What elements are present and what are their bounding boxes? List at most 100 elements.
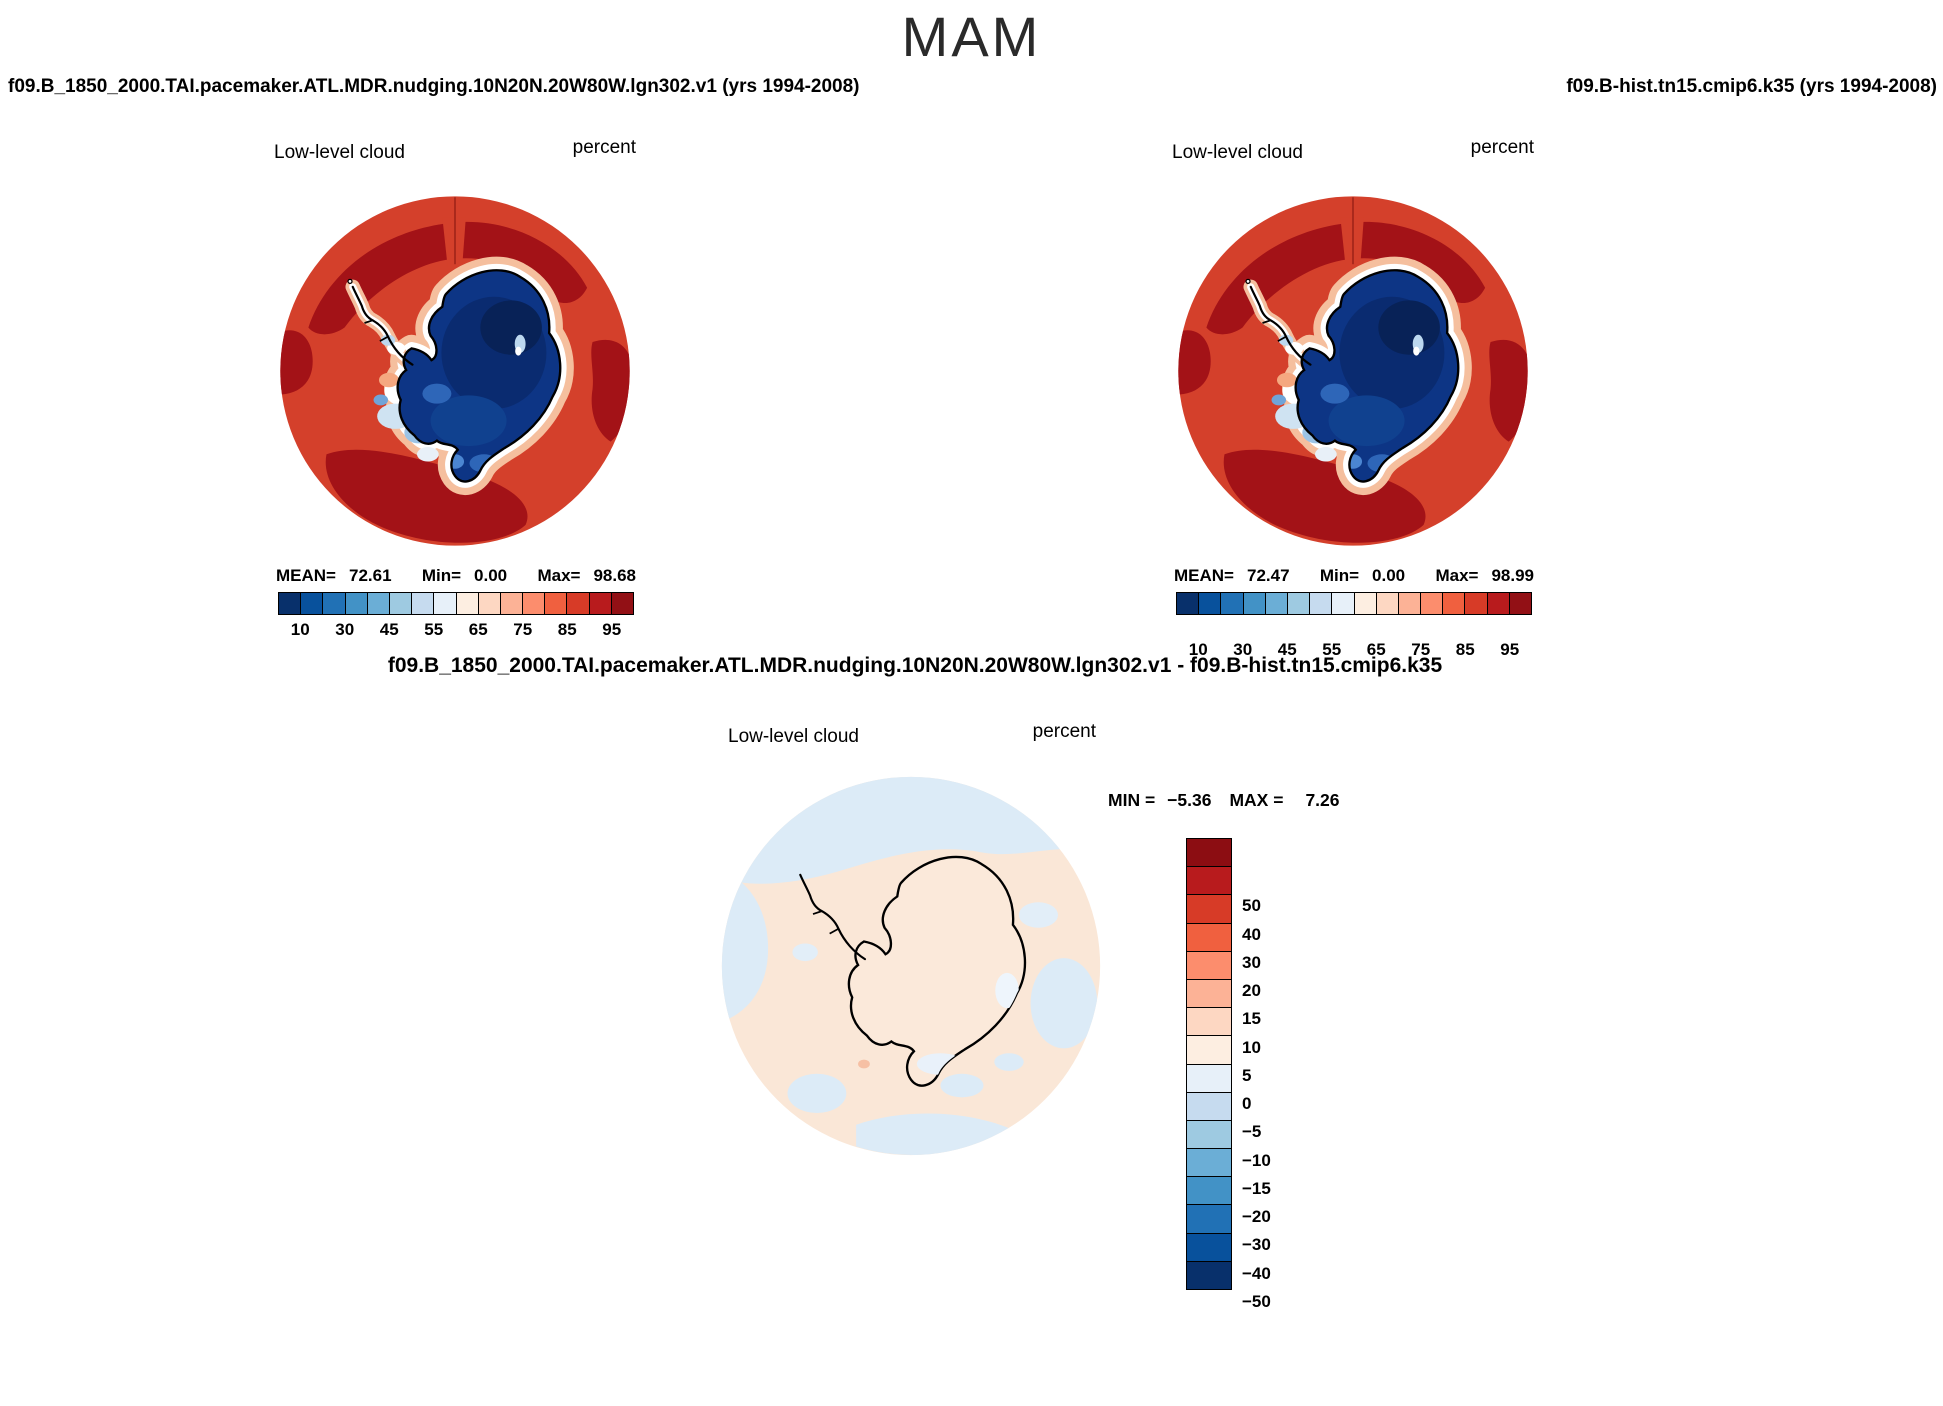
colorbar-tick: −15 (1242, 1178, 1271, 1198)
units-label: percent (1032, 721, 1096, 742)
colorbar-cell (1176, 592, 1200, 615)
max-value: 98.68 (593, 566, 636, 585)
colorbar-cell (300, 592, 324, 615)
colorbar-tick: 5 (1242, 1065, 1252, 1085)
colorbar-cell (1331, 592, 1355, 615)
colorbar-ticks-diff: 50 40 30 20 15 10 5 0 −5 −10 −15 −20 −30 −40 −50 (1242, 878, 1312, 1330)
colorbar-tick: 30 (1242, 952, 1261, 972)
colorbar-cell (1186, 1091, 1232, 1121)
colorbar-tick: 65 (468, 620, 488, 639)
diff-minmax: MIN = −5.36 MAX = 7.26 (1108, 790, 1340, 811)
panel-labels-left: Low-level cloud percent (274, 137, 636, 164)
colorbar-tick: 95 (602, 620, 622, 639)
colorbar-tick: 85 (1455, 640, 1475, 659)
colorbar-tick: −10 (1242, 1150, 1271, 1170)
colorbar-cell (1186, 894, 1232, 924)
colorbar-right (1176, 592, 1532, 615)
case-header-right: f09.B-hist.tn15.cmip6.k35 (yrs 1994-2008… (1566, 76, 1937, 97)
max-label: Max= (537, 566, 581, 585)
units-label: percent (1470, 137, 1534, 158)
colorbar-cell (1186, 1204, 1232, 1234)
colorbar-ticks-right: 10 30 45 55 65 75 85 95 (1176, 640, 1532, 660)
colorbar-cell (278, 592, 302, 615)
colorbar-tick: 30 (335, 620, 355, 639)
panel-labels-right: Low-level cloud percent (1172, 137, 1534, 164)
polar-map-case (274, 190, 636, 552)
colorbar-ticks-left: 10 30 45 55 65 75 85 95 (278, 620, 634, 640)
max-label: Max= (1435, 566, 1479, 585)
colorbar-cell (1186, 1035, 1232, 1065)
mean-label: MEAN= (1174, 566, 1234, 585)
colorbar-tick: 0 (1242, 1094, 1252, 1113)
colorbar-cell (477, 592, 501, 615)
colorbar-tick: 65 (1366, 640, 1386, 659)
colorbar-cell (366, 592, 390, 615)
colorbar-cell (1309, 592, 1333, 615)
min-value: −5.36 (1167, 790, 1212, 810)
colorbar-cell (1186, 1007, 1232, 1037)
colorbar-tick: 40 (1242, 924, 1261, 944)
colorbar-tick: 20 (1242, 981, 1261, 1000)
colorbar-tick: −5 (1242, 1122, 1262, 1142)
south-polar-cloud-map (1172, 190, 1534, 552)
colorbar-cell (1508, 592, 1532, 615)
colorbar-tick: −30 (1242, 1235, 1271, 1255)
colorbar-cell (1220, 592, 1244, 615)
colorbar-tick: 45 (1277, 640, 1297, 659)
difference-title: f09.B_1850_2000.TAI.pacemaker.ATL.MDR.nu… (387, 654, 1443, 677)
min-label: MIN = (1108, 790, 1156, 810)
colorbar-cell (1186, 1260, 1232, 1290)
colorbar-cell (1186, 1176, 1232, 1206)
polar-map-difference (715, 770, 1107, 1162)
colorbar-cell (388, 592, 413, 615)
case-header-left: f09.B_1850_2000.TAI.pacemaker.ATL.MDR.nu… (8, 76, 860, 97)
colorbar-cell (499, 592, 524, 615)
max-value: 98.99 (1491, 566, 1534, 585)
colorbar-cell (1186, 922, 1232, 952)
colorbar-cell (1242, 592, 1266, 615)
colorbar-cell (1286, 592, 1311, 615)
colorbar-cell (344, 592, 368, 615)
colorbar-tick: 95 (1500, 640, 1520, 659)
colorbar-cell (433, 592, 457, 615)
colorbar-tick: −50 (1242, 1291, 1271, 1311)
min-label: Min= (421, 566, 462, 585)
colorbar-cell (1186, 1063, 1232, 1093)
colorbar-cell (1186, 1232, 1232, 1262)
colorbar-tick: 10 (290, 620, 310, 639)
colorbar-cell (1375, 592, 1399, 615)
colorbar-cell (1420, 592, 1444, 615)
polar-map-reference (1172, 190, 1534, 552)
colorbar-tick: 30 (1233, 640, 1253, 659)
colorbar-cell (588, 592, 612, 615)
stats-right: MEAN= 72.47 Min= 0.00 Max= 98.99 (1174, 566, 1534, 586)
colorbar-cell (1186, 978, 1232, 1009)
max-label: MAX = (1229, 790, 1284, 810)
south-polar-cloud-map (274, 190, 636, 552)
colorbar-diff (1186, 838, 1233, 1290)
colorbar-cell (544, 592, 568, 615)
colorbar-cell (1186, 1148, 1232, 1178)
field-label: Low-level cloud (728, 726, 859, 747)
max-value: 7.26 (1305, 790, 1340, 810)
colorbar-cell (1397, 592, 1422, 615)
season-title: MAM (901, 5, 1042, 68)
mean-label: MEAN= (276, 566, 336, 585)
stats-left: MEAN= 72.61 Min= 0.00 Max= 98.68 (276, 566, 636, 586)
colorbar-cell (1198, 592, 1222, 615)
colorbar-left (278, 592, 634, 615)
colorbar-cell (1442, 592, 1466, 615)
field-label: Low-level cloud (1172, 142, 1303, 163)
colorbar-tick: 45 (379, 620, 399, 639)
mean-value: 72.47 (1246, 566, 1290, 585)
colorbar-cell (1264, 592, 1288, 615)
min-value: 0.00 (1372, 566, 1406, 585)
colorbar-cell (1464, 592, 1488, 615)
colorbar-cell (455, 592, 479, 615)
colorbar-cell (610, 592, 634, 615)
colorbar-tick: 55 (424, 620, 444, 639)
colorbar-tick: −20 (1242, 1207, 1271, 1226)
colorbar-cell (1186, 838, 1232, 868)
units-label: percent (572, 137, 636, 158)
